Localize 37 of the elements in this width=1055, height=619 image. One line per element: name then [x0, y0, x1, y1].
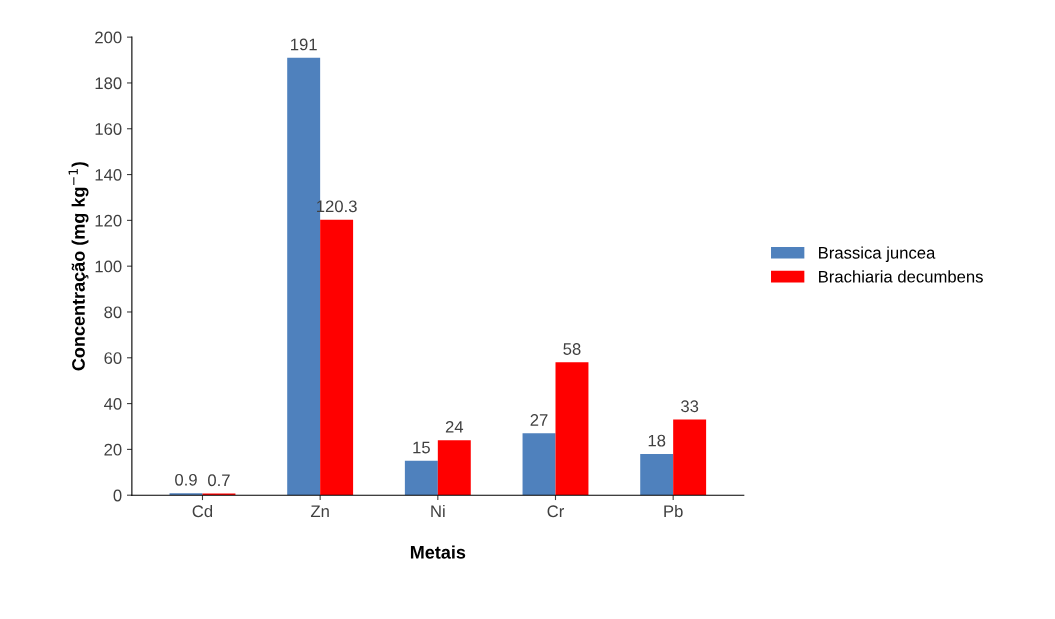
legend-label: Brachiaria decumbens: [819, 270, 983, 283]
y-tick-label: 180: [95, 77, 122, 90]
bar: [555, 362, 589, 496]
x-tick-label: Pb: [664, 504, 683, 518]
y-tick-label: 200: [95, 31, 122, 44]
y-tick-label: 0: [113, 489, 122, 502]
y-tick-label: 20: [104, 443, 122, 456]
y-tick-label: 40: [104, 397, 122, 410]
y-axis-title: Concentração (mg kg$^{−1}$): [68, 162, 89, 371]
data-label: 33: [681, 400, 699, 413]
y-tick-label: 80: [104, 306, 122, 319]
x-tick-label: Cr: [547, 505, 565, 518]
data-label: 24: [445, 420, 464, 433]
bar: [673, 419, 707, 496]
data-label: 15: [413, 441, 430, 454]
y-tick-label: 160: [95, 123, 122, 135]
y-tick-label: 120: [95, 214, 122, 227]
x-tick-label: Cd: [192, 504, 213, 518]
x-tick-label: Ni: [431, 504, 445, 517]
x-tick-label: Zn: [310, 505, 329, 517]
bar: [640, 453, 674, 496]
data-label: 0.7: [208, 474, 230, 487]
y-tick-label: 60: [104, 352, 122, 364]
y-tick-label: 140: [95, 168, 122, 181]
data-label: 191: [291, 38, 317, 51]
data-label: 18: [648, 434, 666, 447]
bar: [522, 433, 556, 496]
y-tick-label: 100: [95, 260, 122, 273]
data-label: 27: [530, 414, 548, 426]
bar: [437, 440, 471, 496]
data-label: 58: [563, 343, 581, 355]
data-label: 0.9: [175, 473, 197, 486]
bar: [320, 219, 354, 496]
bar: [169, 493, 203, 496]
legend-label: Brassica juncea: [819, 246, 936, 262]
x-axis-title: Metais: [410, 545, 466, 559]
bar: [404, 460, 438, 496]
